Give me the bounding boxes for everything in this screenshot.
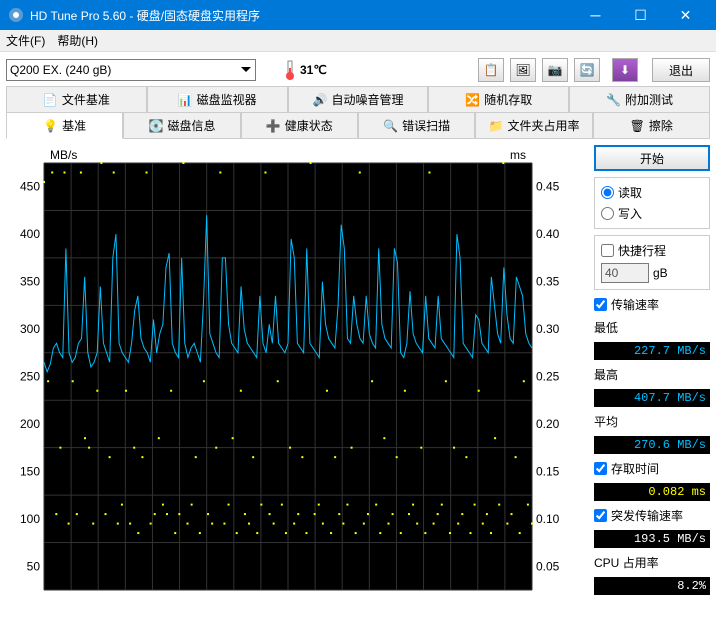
- svg-text:MB/s: MB/s: [50, 148, 77, 162]
- shortstroke-input[interactable]: [601, 263, 649, 283]
- check-shortstroke[interactable]: 快捷行程: [601, 242, 703, 259]
- svg-text:50: 50: [27, 559, 41, 573]
- folder-icon: 📁: [488, 119, 503, 133]
- radio-read[interactable]: 读取: [601, 184, 703, 201]
- start-button[interactable]: 开始: [594, 145, 710, 171]
- svg-text:300: 300: [20, 322, 40, 336]
- svg-text:250: 250: [20, 370, 40, 384]
- save-button[interactable]: ⬇: [612, 58, 638, 82]
- tabs-row-2: 💡基准 💽磁盘信息 ➕健康状态 🔍错误扫描 📁文件夹占用率 🗑擦除: [6, 113, 710, 139]
- app-icon: [8, 7, 24, 23]
- thermometer-icon: [284, 60, 296, 80]
- tab-error-scan[interactable]: 🔍错误扫描: [358, 113, 475, 139]
- max-label: 最高: [594, 366, 710, 383]
- iconbar: 📋 🖼 📷 🔄 ⬇ 退出: [478, 58, 710, 82]
- menu-help[interactable]: 帮助(H): [57, 32, 98, 49]
- window-title: HD Tune Pro 5.60 - 硬盘/固态硬盘实用程序: [30, 7, 573, 24]
- radio-write[interactable]: 写入: [601, 205, 703, 222]
- toolbar: Q200 EX. (240 gB) 31℃ 📋 🖼 📷 🔄 ⬇ 退出: [6, 58, 710, 82]
- tab-extra-tests[interactable]: 🔧附加测试: [569, 86, 710, 112]
- refresh-button[interactable]: 🔄: [574, 58, 600, 82]
- svg-text:450: 450: [20, 180, 40, 194]
- menubar: 文件(F) 帮助(H): [0, 30, 716, 52]
- content: Q200 EX. (240 gB) 31℃ 📋 🖼 📷 🔄 ⬇ 退出 📄文件基准…: [0, 52, 716, 633]
- tab-benchmark[interactable]: 💡基准: [6, 113, 123, 139]
- svg-text:0.25: 0.25: [536, 370, 560, 384]
- burst-value: 193.5 MB/s: [594, 530, 710, 548]
- svg-text:350: 350: [20, 275, 40, 289]
- min-label: 最低: [594, 319, 710, 336]
- copy-text-button[interactable]: 📋: [478, 58, 504, 82]
- speaker-icon: 🔊: [313, 93, 328, 107]
- temp-value: 31℃: [300, 63, 327, 77]
- tab-health[interactable]: ➕健康状态: [241, 113, 358, 139]
- trash-icon: 🗑: [630, 119, 645, 133]
- max-value: 407.7 MB/s: [594, 389, 710, 407]
- svg-text:0.10: 0.10: [536, 512, 560, 526]
- svg-text:150: 150: [20, 464, 40, 478]
- disk-icon: 💽: [149, 119, 164, 133]
- tab-file-benchmark[interactable]: 📄文件基准: [6, 86, 147, 112]
- file-icon: 📄: [43, 93, 58, 107]
- svg-text:0.05: 0.05: [536, 559, 560, 573]
- titlebar: HD Tune Pro 5.60 - 硬盘/固态硬盘实用程序 ─ ☐ ✕: [0, 0, 716, 30]
- tab-info[interactable]: 💽磁盘信息: [123, 113, 240, 139]
- svg-text:200: 200: [20, 417, 40, 431]
- svg-text:0.30: 0.30: [536, 322, 560, 336]
- shortstroke-group: 快捷行程 gB: [594, 235, 710, 290]
- random-icon: 🔀: [465, 93, 480, 107]
- svg-text:0.35: 0.35: [536, 275, 560, 289]
- min-value: 227.7 MB/s: [594, 342, 710, 360]
- avg-label: 平均: [594, 413, 710, 430]
- svg-text:0.15: 0.15: [536, 464, 560, 478]
- screenshot-button[interactable]: 📷: [542, 58, 568, 82]
- tabs-row-1: 📄文件基准 📊磁盘监视器 🔊自动噪音管理 🔀随机存取 🔧附加测试: [6, 86, 710, 113]
- mode-group: 读取 写入: [594, 177, 710, 229]
- tab-erase[interactable]: 🗑擦除: [593, 113, 710, 139]
- cpu-value: 8.2%: [594, 577, 710, 595]
- search-icon: 🔍: [383, 119, 398, 133]
- close-button[interactable]: ✕: [663, 0, 708, 30]
- minimize-button[interactable]: ─: [573, 0, 618, 30]
- exit-button[interactable]: 退出: [652, 58, 710, 82]
- svg-text:0.45: 0.45: [536, 180, 560, 194]
- check-transfer-rate[interactable]: 传输速率: [594, 296, 710, 313]
- menu-file[interactable]: 文件(F): [6, 32, 45, 49]
- main-area: 450 400 350 300 250 200 150 100 50 0.45 0.40 0.35 0.…: [6, 145, 710, 605]
- chart-icon: 📊: [178, 93, 193, 107]
- temperature: 31℃: [284, 60, 327, 80]
- tool-icon: 🔧: [606, 93, 621, 107]
- svg-text:0.20: 0.20: [536, 417, 560, 431]
- access-value: 0.082 ms: [594, 483, 710, 501]
- copy-image-button[interactable]: 🖼: [510, 58, 536, 82]
- tab-random-access[interactable]: 🔀随机存取: [428, 86, 569, 112]
- tab-disk-monitor[interactable]: 📊磁盘监视器: [147, 86, 288, 112]
- drive-select[interactable]: Q200 EX. (240 gB): [6, 59, 256, 81]
- svg-text:0.40: 0.40: [536, 227, 560, 241]
- tab-aam[interactable]: 🔊自动噪音管理: [288, 86, 429, 112]
- cpu-label: CPU 占用率: [594, 554, 710, 571]
- svg-text:ms: ms: [510, 148, 526, 162]
- svg-text:400: 400: [20, 227, 40, 241]
- benchmark-chart: 450 400 350 300 250 200 150 100 50 0.45 0.40 0.35 0.…: [6, 145, 566, 600]
- sidebar: 开始 读取 写入 快捷行程 gB 传输速率 最低 227.7 MB/s 最高 4…: [594, 145, 710, 605]
- bulb-icon: 💡: [43, 119, 58, 133]
- svg-text:100: 100: [20, 512, 40, 526]
- maximize-button[interactable]: ☐: [618, 0, 663, 30]
- check-access-time[interactable]: 存取时间: [594, 460, 710, 477]
- health-icon: ➕: [266, 119, 281, 133]
- chart-area: 450 400 350 300 250 200 150 100 50 0.45 0.40 0.35 0.…: [6, 145, 588, 605]
- avg-value: 270.6 MB/s: [594, 436, 710, 454]
- shortstroke-unit: gB: [653, 266, 668, 280]
- check-burst-rate[interactable]: 突发传输速率: [594, 507, 710, 524]
- tab-folder-usage[interactable]: 📁文件夹占用率: [475, 113, 592, 139]
